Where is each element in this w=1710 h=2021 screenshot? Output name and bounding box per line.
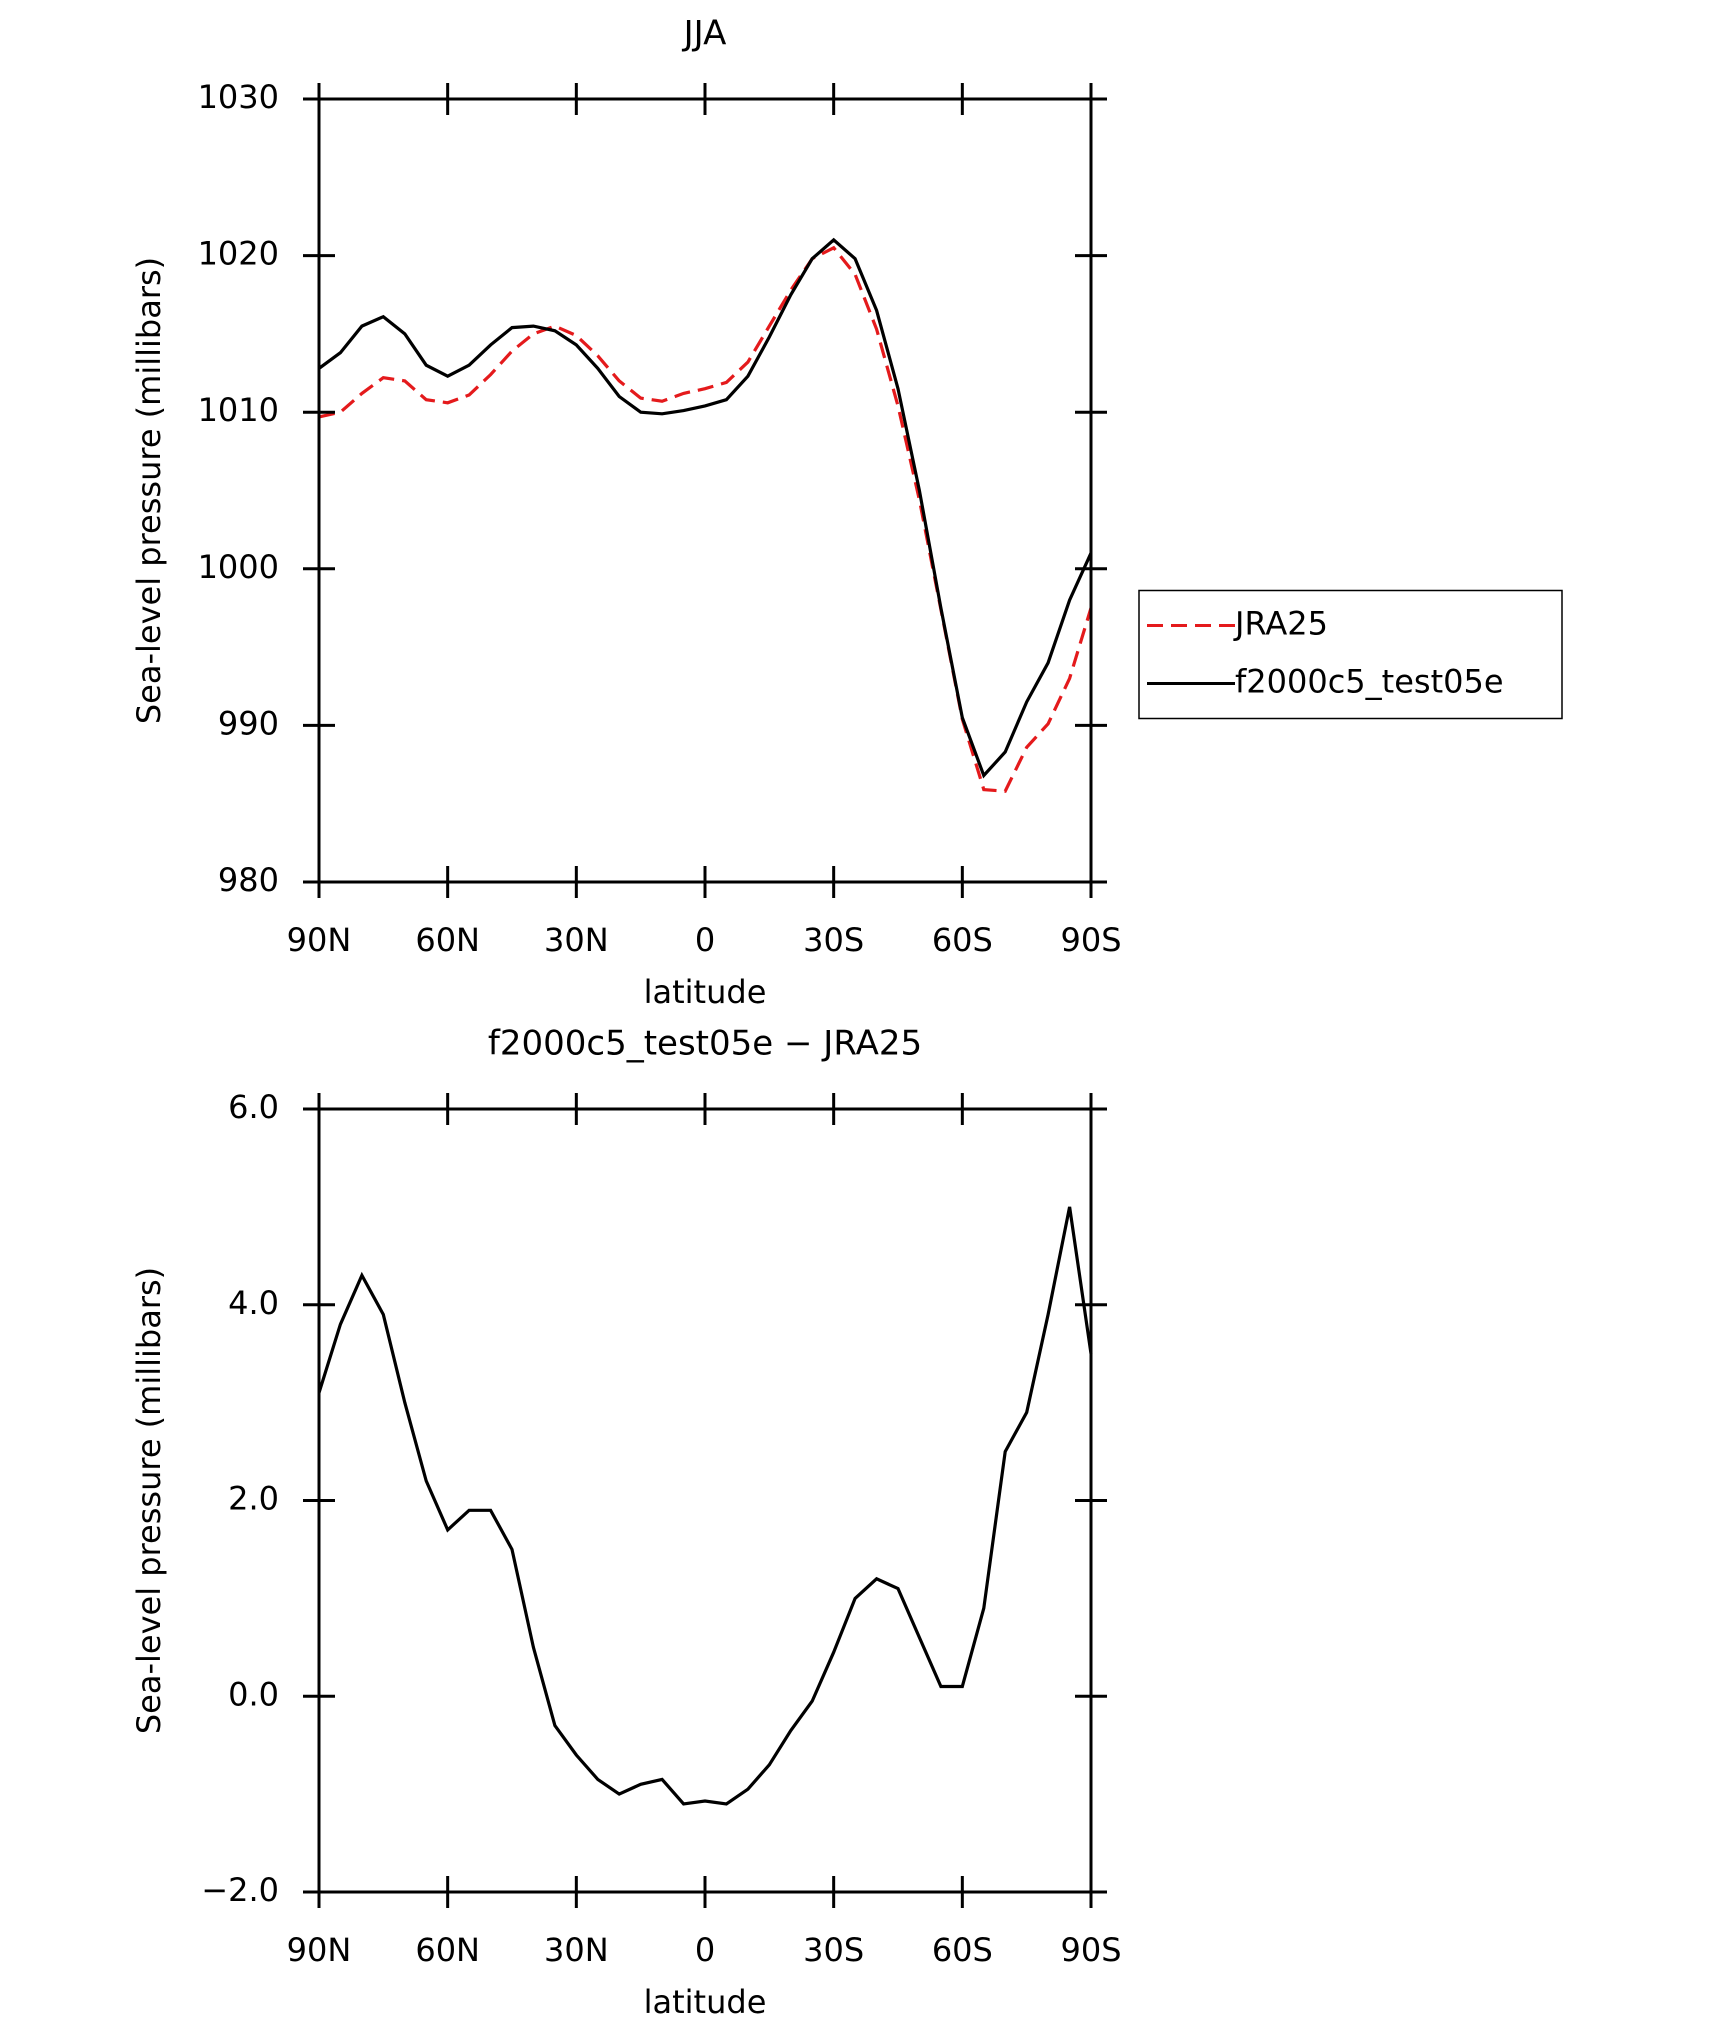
x-tick-label: 60S: [932, 1931, 993, 1969]
y-axis-label: Sea-level pressure (millibars): [130, 1267, 168, 1734]
x-tick-label: 30N: [544, 1931, 609, 1969]
x-tick-label: 30N: [544, 921, 609, 959]
x-tick-label: 90S: [1060, 921, 1121, 959]
y-tick-label: −2.0: [201, 1871, 279, 1909]
y-tick-label: 1000: [198, 548, 279, 586]
legend-label: f2000c5_test05e: [1235, 663, 1504, 701]
y-tick-label: 4.0: [228, 1284, 279, 1322]
chart-title: JJA: [682, 14, 727, 54]
legend-box: [1138, 589, 1563, 720]
x-tick-label: 60N: [415, 1931, 480, 1969]
y-tick-label: 2.0: [228, 1480, 279, 1518]
y-axis-label: Sea-level pressure (millibars): [130, 257, 168, 724]
y-tick-label: 1010: [198, 391, 279, 429]
x-tick-label: 30S: [803, 1931, 864, 1969]
series-line: [317, 1206, 1093, 1806]
series-line: [318, 237, 1093, 779]
x-tick-label: 90N: [287, 1931, 352, 1969]
x-tick-label: 0: [695, 1931, 715, 1969]
x-tick-label: 90S: [1060, 1931, 1121, 1969]
x-axis-label: latitude: [644, 1983, 767, 2021]
y-tick-label: 6.0: [228, 1088, 279, 1126]
x-tick-label: 30S: [803, 921, 864, 959]
series-line: [318, 245, 1093, 793]
x-tick-label: 60N: [415, 921, 480, 959]
chart-title: f2000c5_test05e − JRA25: [488, 1024, 922, 1064]
y-tick-label: 1030: [198, 78, 279, 116]
y-tick-label: 980: [218, 861, 279, 899]
x-axis-label: latitude: [644, 973, 767, 1011]
x-tick-label: 90N: [287, 921, 352, 959]
legend-label: JRA25: [1233, 605, 1328, 643]
x-tick-label: 60S: [932, 921, 993, 959]
y-tick-label: 1020: [198, 235, 279, 273]
x-tick-label: 0: [695, 921, 715, 959]
y-tick-label: 990: [218, 704, 279, 742]
y-tick-label: 0.0: [228, 1675, 279, 1713]
